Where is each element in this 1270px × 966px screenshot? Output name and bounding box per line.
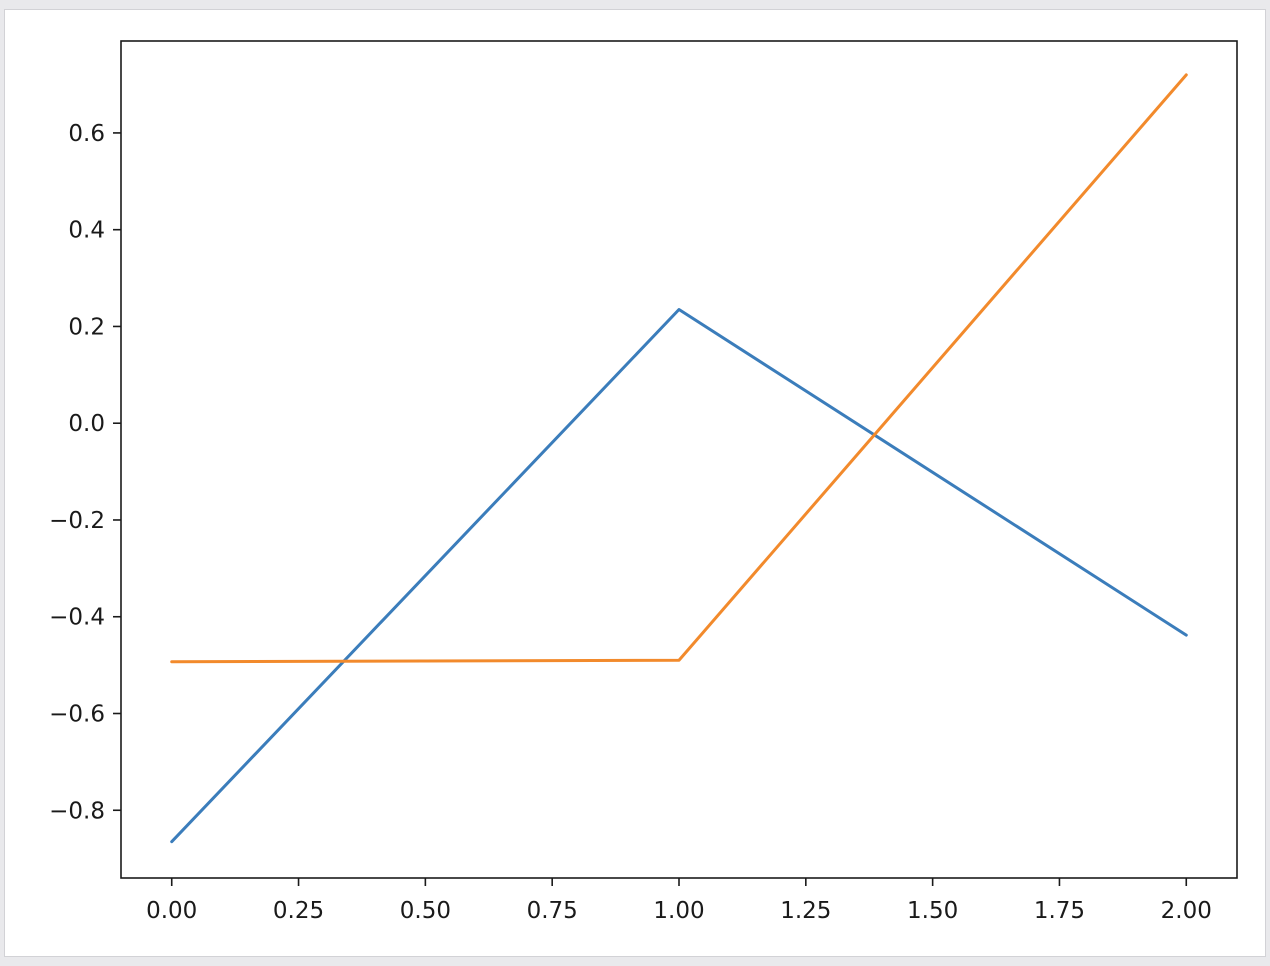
y-tick-label: 0.0 bbox=[68, 411, 105, 437]
y-tick-label: −0.2 bbox=[49, 508, 105, 534]
x-tick-label: 0.25 bbox=[273, 898, 324, 924]
ticks-layer: 0.00 0.25 0.50 0.75 1.00 1.25 1.50 1.75 2.00 −0.8… bbox=[49, 121, 1212, 924]
x-tick-label: 1.00 bbox=[653, 898, 704, 924]
x-tick-label: 1.75 bbox=[1034, 898, 1085, 924]
x-tick-label: 0.75 bbox=[527, 898, 578, 924]
y-tick-label: −0.4 bbox=[49, 605, 105, 631]
y-tick-label: 0.6 bbox=[68, 121, 105, 147]
series-line-1 bbox=[170, 308, 1188, 844]
series-layer bbox=[170, 73, 1188, 844]
x-tick-label: 0.50 bbox=[400, 898, 451, 924]
y-tick-label: 0.4 bbox=[68, 218, 105, 244]
axes-box bbox=[120, 40, 1238, 879]
x-tick-label: 2.00 bbox=[1161, 898, 1212, 924]
y-tick-label: −0.8 bbox=[49, 798, 105, 824]
x-tick-label: 1.25 bbox=[780, 898, 831, 924]
series-line-2 bbox=[170, 73, 1188, 664]
x-tick-label: 0.00 bbox=[146, 898, 197, 924]
x-tick-label: 1.50 bbox=[907, 898, 958, 924]
y-tick-label: −0.6 bbox=[49, 702, 105, 728]
y-tick-label: 0.2 bbox=[68, 314, 105, 340]
